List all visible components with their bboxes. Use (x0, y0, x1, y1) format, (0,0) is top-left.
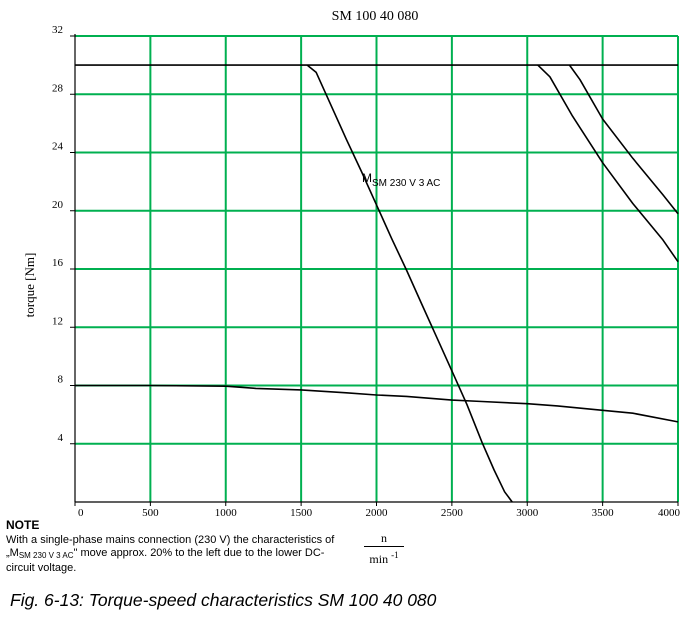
y-tick-label-16: 16 (52, 257, 64, 269)
note-line-2: „MSM 230 V 3 AC" move approx. 20% to the… (6, 547, 376, 562)
note-title: NOTE (6, 518, 40, 532)
grid (75, 35, 679, 502)
chart-title: SM 100 40 080 (332, 9, 419, 24)
x-tick-label-500: 500 (142, 507, 159, 519)
y-tick-label-4: 4 (58, 432, 64, 444)
note-line-2-prefix: „M (6, 547, 19, 559)
y-axis-label: torque [Nm] (22, 253, 37, 318)
series-line-2 (75, 384, 679, 423)
speed-unit: n min -1 (364, 531, 404, 566)
unit-numerator: n (381, 531, 387, 545)
note-line-2-suffix: " move approx. 20% to the left due to th… (73, 547, 325, 559)
series-line-3 (306, 64, 513, 503)
x-tick-label-1500: 1500 (290, 507, 313, 519)
unit-denominator-text: min (369, 552, 389, 566)
y-tick-label-12: 12 (52, 315, 63, 327)
unit-denominator: min -1 (364, 549, 404, 566)
series-line-5 (568, 64, 679, 215)
figure-caption: Fig. 6-13: Torque-speed characteristics … (10, 590, 437, 610)
y-tick-label-20: 20 (52, 199, 64, 211)
unit-fraction-bar (364, 546, 404, 547)
y-tick-label-24: 24 (52, 141, 64, 153)
x-tick-label-3000: 3000 (516, 507, 539, 519)
y-tick-label-32: 32 (52, 24, 63, 36)
tick-labels: 4 8 12 16 20 24 28 32 0 500 1000 1500 2000 2500 3000 35… (52, 24, 681, 519)
series-lines (75, 64, 679, 503)
x-tick-label-2000: 2000 (366, 507, 389, 519)
y-tick-label-8: 8 (58, 374, 64, 386)
y-tick-label-28: 28 (52, 82, 64, 94)
annotation-subscript: SM 230 V 3 AC (372, 178, 440, 189)
x-tick-label-3500: 3500 (592, 507, 615, 519)
curve-annotation: MSM 230 V 3 AC (362, 171, 440, 189)
x-tick-label-1000: 1000 (215, 507, 238, 519)
note-block: NOTE With a single-phase mains connectio… (6, 519, 376, 575)
unit-exponent: -1 (391, 550, 399, 560)
x-tick-label-2500: 2500 (441, 507, 464, 519)
note-line-3: circuit voltage. (6, 562, 77, 574)
axes (70, 34, 679, 506)
x-tick-label-4000: 4000 (658, 507, 681, 519)
series-line-4 (537, 64, 679, 263)
x-tick-label-0: 0 (78, 507, 84, 519)
annotation-main: M (362, 171, 372, 185)
note-line-2-subscript: SM 230 V 3 AC (18, 551, 74, 560)
note-line-1: With a single-phase mains connection (23… (6, 534, 335, 546)
